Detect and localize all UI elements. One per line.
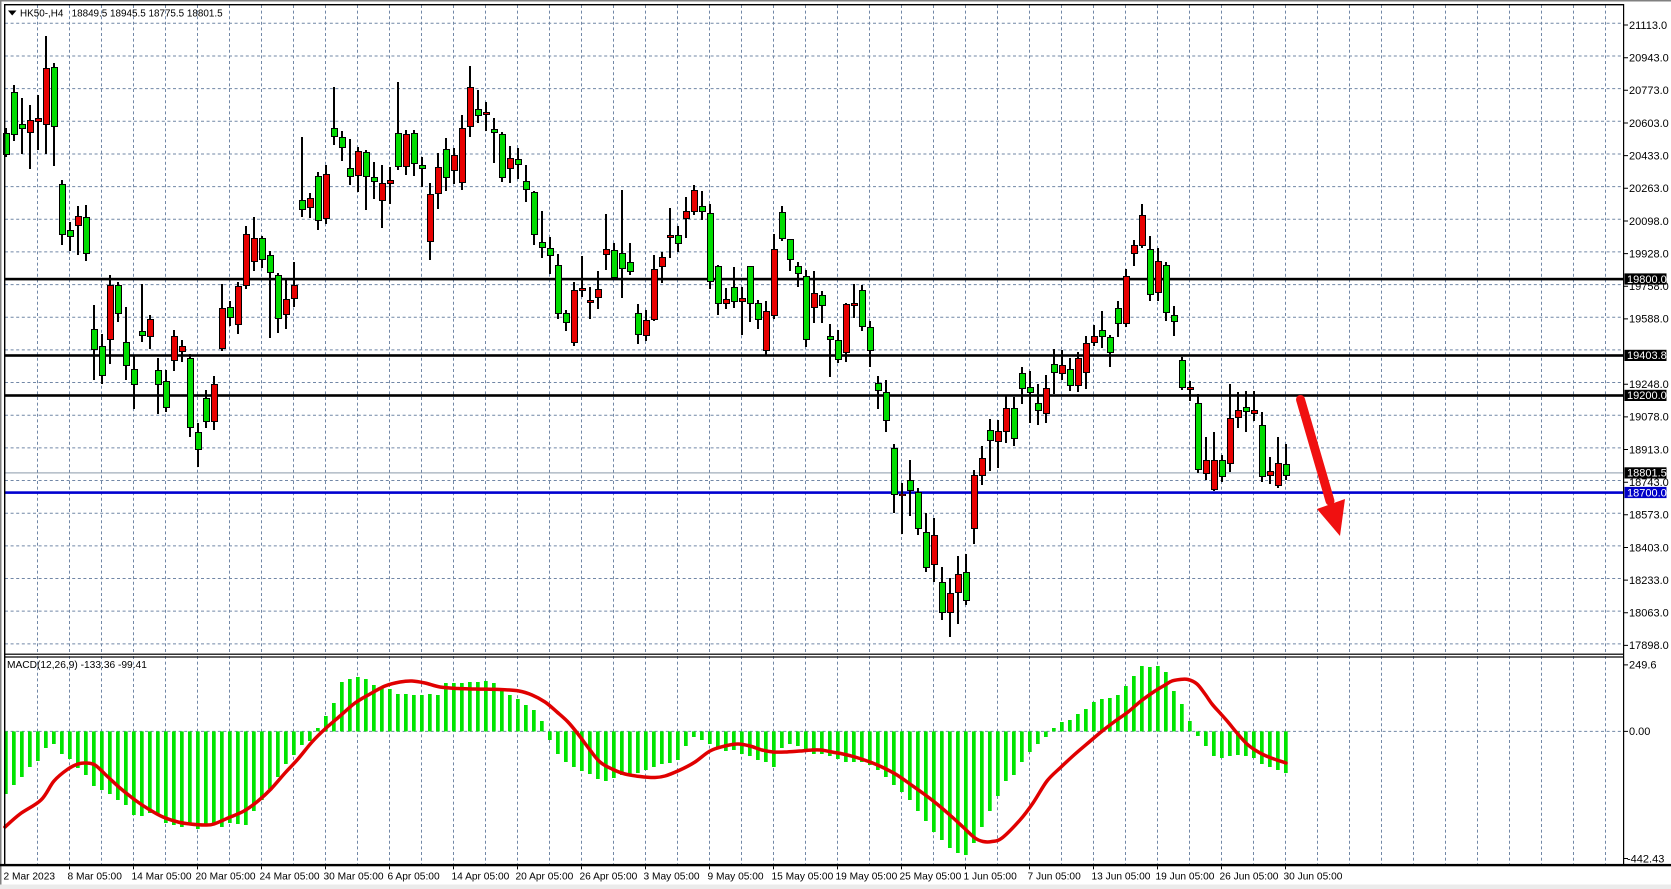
svg-text:HK50-,H4 18849.5 18945.5 187: HK50-,H4 18849.5 18945.5 18775.5 18801.5 <box>20 8 223 19</box>
svg-text:20603.0: 20603.0 <box>1629 118 1669 130</box>
svg-text:6 Apr 05:00: 6 Apr 05:00 <box>388 872 440 883</box>
svg-text:18063.0: 18063.0 <box>1629 608 1669 620</box>
svg-text:19800.0: 19800.0 <box>1627 274 1667 286</box>
svg-text:7 Jun 05:00: 7 Jun 05:00 <box>1028 872 1082 883</box>
svg-text:20 Apr 05:00: 20 Apr 05:00 <box>516 872 574 883</box>
svg-text:-442.43: -442.43 <box>1627 853 1664 865</box>
svg-text:19928.0: 19928.0 <box>1629 248 1669 260</box>
svg-text:MACD(12,26,9) -133.36 -99.41: MACD(12,26,9) -133.36 -99.41 <box>7 660 147 671</box>
svg-text:18403.0: 18403.0 <box>1629 542 1669 554</box>
svg-text:19200.0: 19200.0 <box>1627 390 1667 402</box>
svg-text:2 Mar 2023: 2 Mar 2023 <box>4 872 56 883</box>
svg-text:0.00: 0.00 <box>1629 726 1650 738</box>
svg-text:20943.0: 20943.0 <box>1629 53 1669 65</box>
svg-text:18743.0: 18743.0 <box>1629 477 1669 489</box>
svg-text:26 Jun 05:00: 26 Jun 05:00 <box>1220 872 1279 883</box>
svg-text:14 Apr 05:00: 14 Apr 05:00 <box>452 872 510 883</box>
svg-text:20263.0: 20263.0 <box>1629 183 1669 195</box>
svg-text:19 Jun 05:00: 19 Jun 05:00 <box>1156 872 1215 883</box>
svg-text:20098.0: 20098.0 <box>1629 216 1669 228</box>
svg-text:249.6: 249.6 <box>1629 660 1657 672</box>
svg-text:26 Apr 05:00: 26 Apr 05:00 <box>580 872 638 883</box>
svg-text:20 Mar 05:00: 20 Mar 05:00 <box>196 872 256 883</box>
svg-text:20433.0: 20433.0 <box>1629 150 1669 162</box>
svg-text:1 Jun 05:00: 1 Jun 05:00 <box>964 872 1018 883</box>
svg-text:20773.0: 20773.0 <box>1629 85 1669 97</box>
svg-text:17898.0: 17898.0 <box>1629 640 1669 652</box>
svg-text:21113.0: 21113.0 <box>1629 20 1667 32</box>
svg-text:18233.0: 18233.0 <box>1629 575 1669 587</box>
svg-text:25 May 05:00: 25 May 05:00 <box>900 872 962 883</box>
svg-text:13 Jun 05:00: 13 Jun 05:00 <box>1092 872 1151 883</box>
svg-text:19078.0: 19078.0 <box>1629 412 1669 424</box>
svg-text:3 May 05:00: 3 May 05:00 <box>644 872 700 883</box>
svg-text:19403.8: 19403.8 <box>1627 350 1667 362</box>
svg-text:18700.0: 18700.0 <box>1627 487 1667 499</box>
svg-text:30 Mar 05:00: 30 Mar 05:00 <box>324 872 384 883</box>
svg-text:19588.0: 19588.0 <box>1629 314 1669 326</box>
svg-text:9 May 05:00: 9 May 05:00 <box>708 872 764 883</box>
svg-text:8 Mar 05:00: 8 Mar 05:00 <box>68 872 123 883</box>
svg-text:30 Jun 05:00: 30 Jun 05:00 <box>1284 872 1343 883</box>
svg-text:24 Mar 05:00: 24 Mar 05:00 <box>260 872 320 883</box>
svg-text:19 May 05:00: 19 May 05:00 <box>836 872 898 883</box>
svg-text:18913.0: 18913.0 <box>1629 444 1669 456</box>
svg-text:15 May 05:00: 15 May 05:00 <box>772 872 834 883</box>
svg-text:18573.0: 18573.0 <box>1629 510 1669 522</box>
svg-text:19248.0: 19248.0 <box>1629 379 1669 391</box>
svg-text:14 Mar 05:00: 14 Mar 05:00 <box>132 872 192 883</box>
svg-text:18801.5: 18801.5 <box>1627 468 1667 480</box>
